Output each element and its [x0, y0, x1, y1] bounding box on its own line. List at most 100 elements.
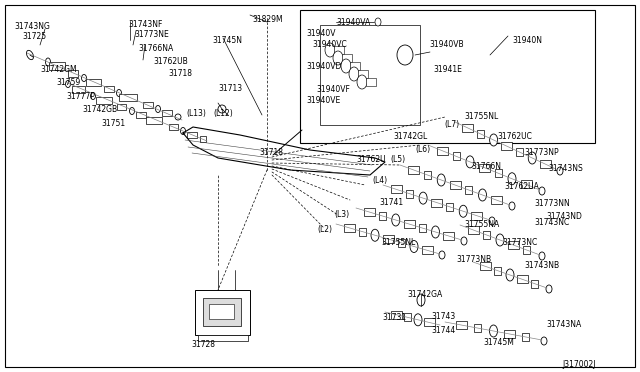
Text: 31718: 31718	[168, 69, 192, 78]
Bar	[540, 160, 550, 168]
Text: (L12): (L12)	[213, 109, 233, 118]
Bar	[462, 124, 474, 132]
Text: 31743NC: 31743NC	[534, 218, 569, 227]
Text: (L4): (L4)	[372, 176, 387, 185]
Bar	[383, 235, 394, 243]
Ellipse shape	[490, 325, 497, 337]
Bar	[72, 86, 84, 93]
Text: 31725: 31725	[22, 32, 46, 41]
Bar	[517, 275, 528, 283]
Ellipse shape	[508, 173, 516, 185]
Bar	[366, 78, 376, 86]
Bar	[116, 104, 125, 110]
Text: 31940VB: 31940VB	[429, 40, 463, 49]
Text: 31762UA: 31762UA	[504, 182, 539, 191]
Text: 31742GA: 31742GA	[407, 290, 442, 299]
Text: 31742GM: 31742GM	[40, 65, 77, 74]
Text: 31762U: 31762U	[356, 155, 386, 164]
Ellipse shape	[81, 74, 86, 81]
Bar	[424, 318, 435, 326]
Ellipse shape	[341, 59, 351, 73]
Bar	[200, 136, 206, 142]
Bar	[96, 96, 112, 103]
Bar	[449, 181, 461, 189]
Text: 31744: 31744	[431, 326, 455, 335]
Text: 31940VA: 31940VA	[336, 18, 371, 27]
Bar	[531, 280, 538, 288]
Bar	[49, 62, 65, 70]
Bar	[168, 124, 177, 130]
Text: (L7): (L7)	[444, 120, 459, 129]
Bar	[452, 152, 460, 160]
Bar	[465, 186, 472, 194]
Bar	[203, 298, 241, 326]
Text: 31751: 31751	[101, 119, 125, 128]
Bar	[300, 10, 595, 143]
Ellipse shape	[431, 226, 440, 238]
Bar	[358, 228, 365, 235]
Ellipse shape	[541, 337, 547, 345]
Bar	[456, 321, 467, 329]
Text: 31745N: 31745N	[212, 36, 242, 45]
Bar	[397, 239, 404, 247]
Text: 31743NG: 31743NG	[14, 22, 50, 31]
Ellipse shape	[509, 202, 515, 210]
Text: 31773NB: 31773NB	[456, 255, 491, 264]
Text: 31773NN: 31773NN	[534, 199, 570, 208]
Ellipse shape	[414, 314, 422, 326]
Text: 31940VE: 31940VE	[306, 96, 340, 105]
Bar	[436, 147, 447, 155]
Ellipse shape	[116, 90, 122, 96]
Text: 31743NB: 31743NB	[524, 261, 559, 270]
Text: 31713: 31713	[218, 84, 242, 93]
Ellipse shape	[156, 106, 161, 112]
Bar	[136, 112, 146, 118]
Bar	[491, 196, 502, 204]
Ellipse shape	[437, 174, 445, 186]
Text: 31718: 31718	[259, 148, 283, 157]
Text: (L13): (L13)	[186, 109, 206, 118]
Bar	[424, 171, 431, 179]
Text: 31745M: 31745M	[483, 338, 514, 347]
Text: 31743NA: 31743NA	[546, 320, 581, 329]
Text: 31742GL: 31742GL	[393, 132, 428, 141]
Text: 31742GB: 31742GB	[82, 105, 117, 114]
Bar	[504, 330, 515, 338]
Text: 31773NC: 31773NC	[502, 238, 537, 247]
Bar	[446, 203, 453, 211]
Text: 31940VC: 31940VC	[312, 40, 347, 49]
Bar	[495, 169, 502, 177]
Ellipse shape	[65, 80, 70, 87]
Bar	[391, 185, 402, 193]
Ellipse shape	[461, 237, 467, 245]
Ellipse shape	[129, 108, 134, 115]
Ellipse shape	[180, 128, 186, 135]
Text: (L2): (L2)	[317, 225, 332, 234]
Bar	[390, 311, 401, 318]
Ellipse shape	[392, 214, 400, 226]
Ellipse shape	[528, 152, 536, 164]
Bar	[479, 164, 490, 171]
Text: 31755NA: 31755NA	[464, 220, 499, 229]
Bar	[403, 220, 415, 228]
Text: 31728: 31728	[191, 340, 215, 349]
Ellipse shape	[506, 269, 514, 281]
Ellipse shape	[546, 285, 552, 293]
Bar	[162, 110, 172, 116]
Text: 31940N: 31940N	[512, 36, 542, 45]
Ellipse shape	[333, 51, 343, 65]
Ellipse shape	[375, 18, 381, 26]
Bar	[494, 267, 501, 275]
Ellipse shape	[325, 43, 335, 57]
Ellipse shape	[539, 187, 545, 195]
Ellipse shape	[90, 93, 95, 99]
Text: 31773NP: 31773NP	[524, 148, 559, 157]
Bar	[86, 78, 100, 86]
Bar	[422, 246, 433, 254]
Text: (L6): (L6)	[415, 145, 430, 154]
Bar	[344, 224, 355, 232]
Bar	[104, 86, 114, 92]
Ellipse shape	[218, 105, 226, 113]
Text: 31762UC: 31762UC	[497, 132, 532, 141]
Ellipse shape	[539, 252, 545, 260]
